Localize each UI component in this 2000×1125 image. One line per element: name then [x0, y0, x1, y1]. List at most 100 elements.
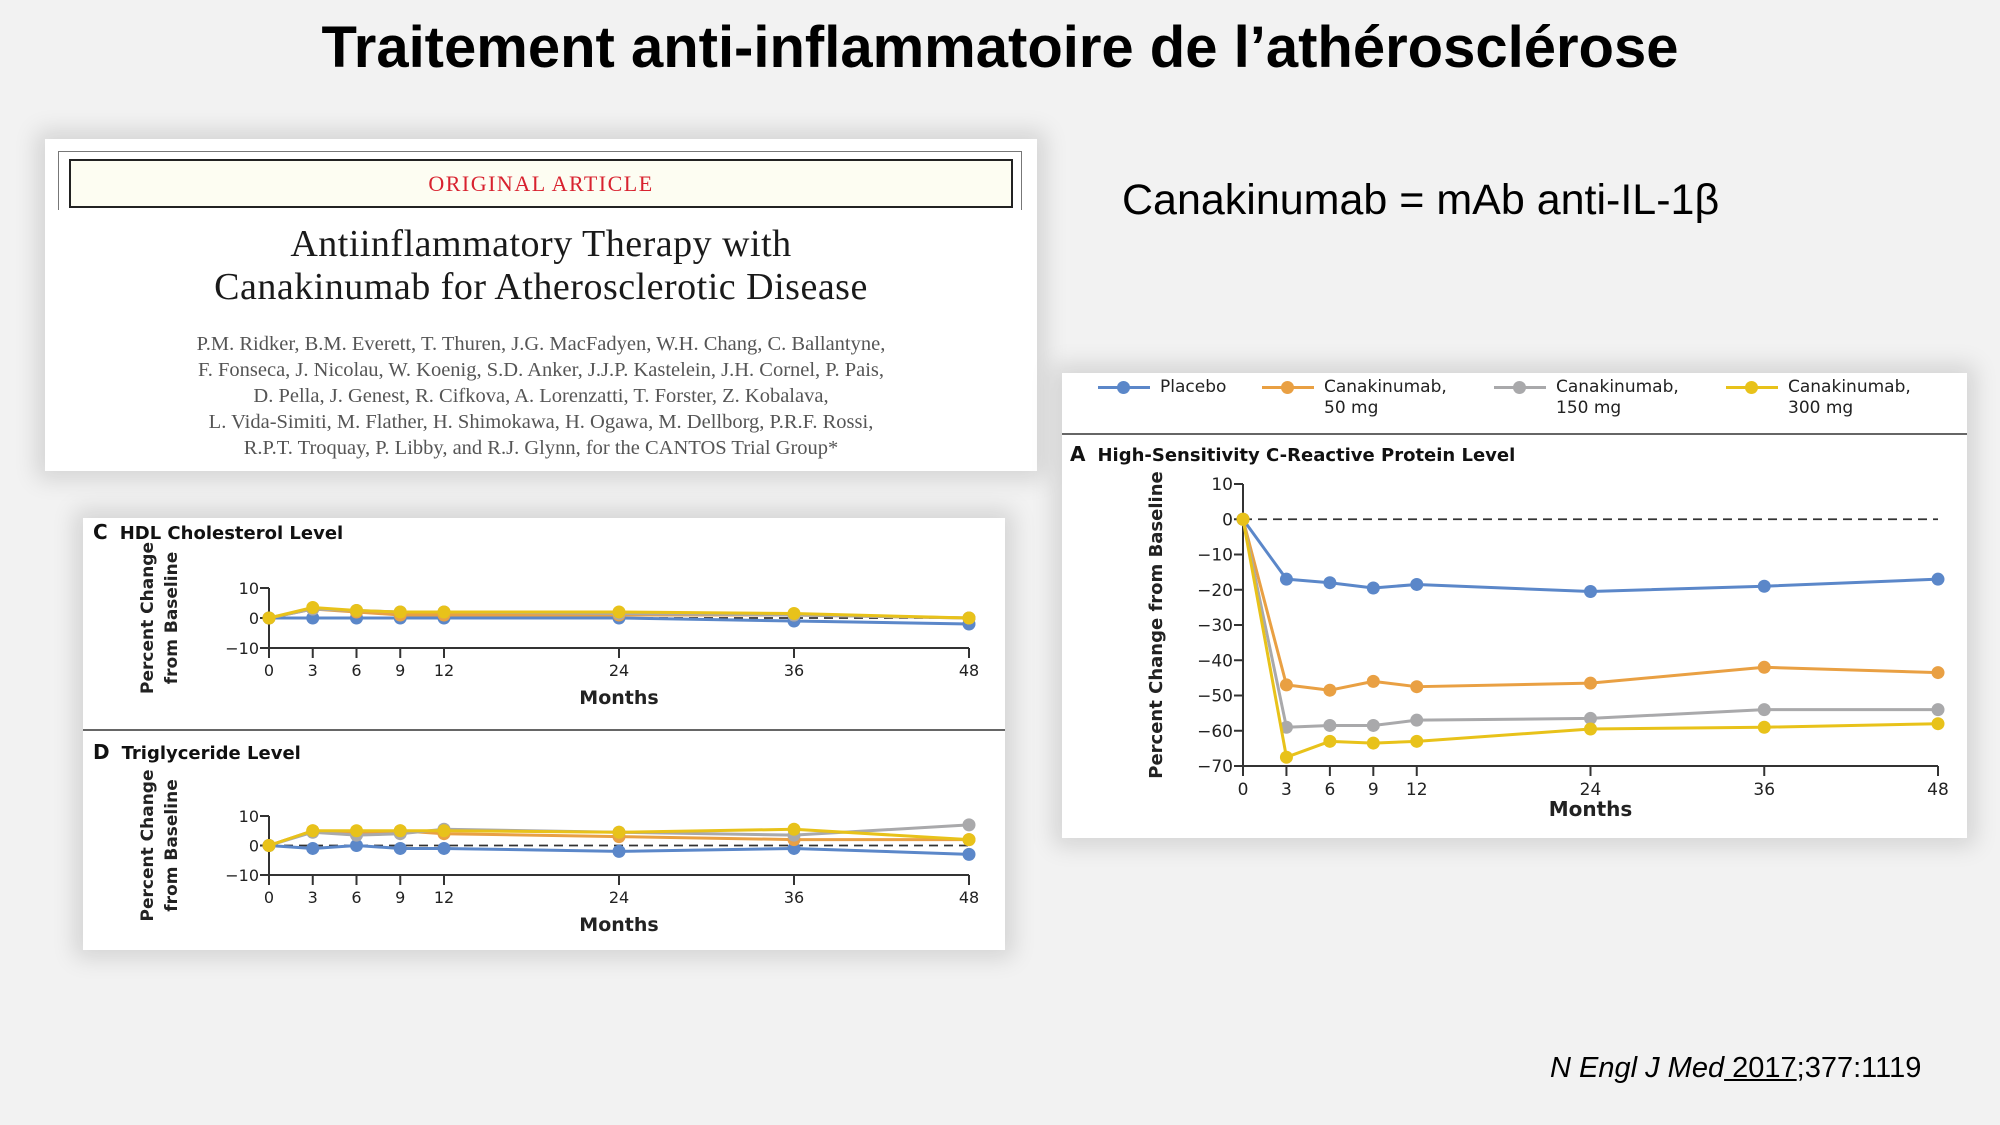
- data-point: [1931, 717, 1945, 731]
- article-authors: P.M. Ridker, B.M. Everett, T. Thuren, J.…: [45, 331, 1037, 461]
- data-point: [262, 611, 276, 625]
- data-point: [1757, 703, 1771, 717]
- x-tick-label: 12: [1406, 780, 1428, 800]
- series-line: [268, 827, 970, 847]
- data-point: [1279, 750, 1293, 764]
- data-point: [1584, 585, 1597, 599]
- x-tick-label: 36: [1753, 780, 1775, 800]
- data-point: [306, 611, 320, 625]
- data-point: [1279, 720, 1293, 734]
- data-point: [1584, 711, 1597, 725]
- data-point: [350, 824, 363, 838]
- section-label: ORIGINAL ARTICLE: [428, 170, 654, 196]
- data-point: [962, 818, 976, 832]
- x-tick-label: 24: [609, 888, 629, 907]
- data-point: [1366, 718, 1380, 732]
- series-line: [268, 844, 970, 856]
- data-point: [1757, 579, 1771, 593]
- x-tick-label: 24: [1580, 780, 1602, 800]
- y-tick-label: −30: [1197, 616, 1233, 636]
- data-point: [1410, 680, 1424, 694]
- data-point: [1410, 713, 1424, 727]
- author-line: P.M. Ridker, B.M. Everett, T. Thuren, J.…: [196, 333, 886, 355]
- data-point: [437, 841, 451, 855]
- x-tick-label: 48: [959, 661, 979, 680]
- panel-c-title: C HDL Cholesterol Level: [93, 520, 344, 544]
- data-point: [1410, 734, 1424, 748]
- lipid-chart-card: C HDL Cholesterol Level D Triglyceride Lev…: [83, 518, 1005, 950]
- legend-marker-icon: [1494, 377, 1546, 397]
- x-tick-label: 9: [395, 888, 405, 907]
- x-tick-label: 6: [351, 888, 361, 907]
- legend-item-150mg: Canakinumab, 150 mg: [1494, 377, 1679, 419]
- data-point: [437, 605, 451, 619]
- y-tick-label: −10: [225, 866, 259, 885]
- y-tick-label: −50: [1197, 687, 1233, 707]
- x-tick-label: 9: [1368, 780, 1379, 800]
- x-tick-label: 0: [264, 661, 274, 680]
- series-line: [1241, 518, 1938, 729]
- y-tick-label: 10: [1211, 475, 1233, 495]
- data-point: [1410, 577, 1424, 591]
- data-point: [1757, 720, 1771, 734]
- x-tick-label: 9: [395, 661, 405, 680]
- citation-journal: N Engl J Med: [1550, 1052, 1725, 1084]
- data-point: [962, 833, 976, 847]
- x-tick-label: 0: [264, 888, 274, 907]
- data-point: [1236, 512, 1250, 526]
- crp-chart-card: Placebo Canakinumab, 50 mg Canakinumab, …: [1062, 373, 1967, 838]
- series-line: [1241, 518, 1939, 594]
- y-axis-label: Percent Change from Baseline: [1146, 471, 1167, 778]
- data-point: [787, 822, 801, 836]
- x-tick-label: 3: [1281, 780, 1292, 800]
- data-point: [962, 847, 976, 861]
- panel-d-title: D Triglyceride Level: [93, 740, 301, 764]
- data-point: [350, 839, 363, 852]
- x-tick-label: 48: [1927, 780, 1949, 800]
- y-tick-label: −70: [1197, 757, 1233, 777]
- y-tick-label: −20: [1197, 581, 1233, 601]
- y-axis-label: from Baseline: [162, 779, 182, 911]
- y-axis-label: Percent Change: [138, 542, 158, 694]
- data-point: [612, 825, 626, 839]
- panel-divider: [83, 729, 1005, 731]
- panel-letter: A: [1070, 442, 1086, 466]
- panel-a-title: A High-Sensitivity C-Reactive Protein Lev…: [1070, 442, 1516, 466]
- data-point: [962, 611, 976, 625]
- series-line: [269, 616, 970, 626]
- chart-legend: Placebo Canakinumab, 50 mg Canakinumab, …: [1062, 373, 1967, 435]
- x-tick-label: 24: [609, 661, 629, 680]
- data-point: [1366, 674, 1380, 688]
- data-point: [1279, 572, 1293, 586]
- x-tick-label: 36: [784, 888, 804, 907]
- article-frame: [58, 151, 1022, 210]
- slide-title: Traitement anti-inflammatoire de l’athér…: [321, 15, 1679, 80]
- x-axis-label: Months: [1549, 797, 1633, 821]
- y-tick-label: 10: [239, 579, 259, 598]
- y-axis-label: Percent Change: [138, 770, 158, 922]
- citation-year: 2017: [1724, 1052, 1797, 1084]
- y-tick-label: 0: [1222, 510, 1233, 530]
- y-tick-label: 10: [239, 807, 259, 826]
- y-tick-label: 0: [249, 836, 259, 855]
- data-point: [1323, 734, 1337, 748]
- data-point: [1279, 678, 1293, 692]
- data-point: [612, 844, 626, 858]
- hdl-line-chart: Percent Change from Baseline 100−100 3 6 9 12 2…: [138, 542, 979, 709]
- legend-marker-icon: [1726, 377, 1778, 397]
- article-title: Antiinflammatory Therapy with Canakinuma…: [45, 223, 1037, 309]
- citation: N Engl J Med 2017;377:1119: [1550, 1052, 1921, 1085]
- y-axis-label: from Baseline: [162, 552, 182, 684]
- x-tick-label: 12: [434, 888, 454, 907]
- x-axis-label: Months: [579, 914, 658, 936]
- x-tick-label: 48: [959, 888, 979, 907]
- triglyceride-line-chart: Percent Change from Baseline 10 0 −10 0 3 6 9 12 2…: [138, 770, 979, 936]
- drug-definition: Canakinumab = mAb anti-IL-1β: [1122, 176, 1720, 224]
- data-point: [1757, 660, 1771, 674]
- data-point: [1366, 736, 1380, 750]
- data-point: [787, 607, 801, 620]
- legend-item-50mg: Canakinumab, 50 mg: [1262, 377, 1447, 419]
- data-point: [306, 841, 320, 855]
- x-tick-label: 36: [784, 661, 804, 680]
- data-point: [1323, 576, 1337, 590]
